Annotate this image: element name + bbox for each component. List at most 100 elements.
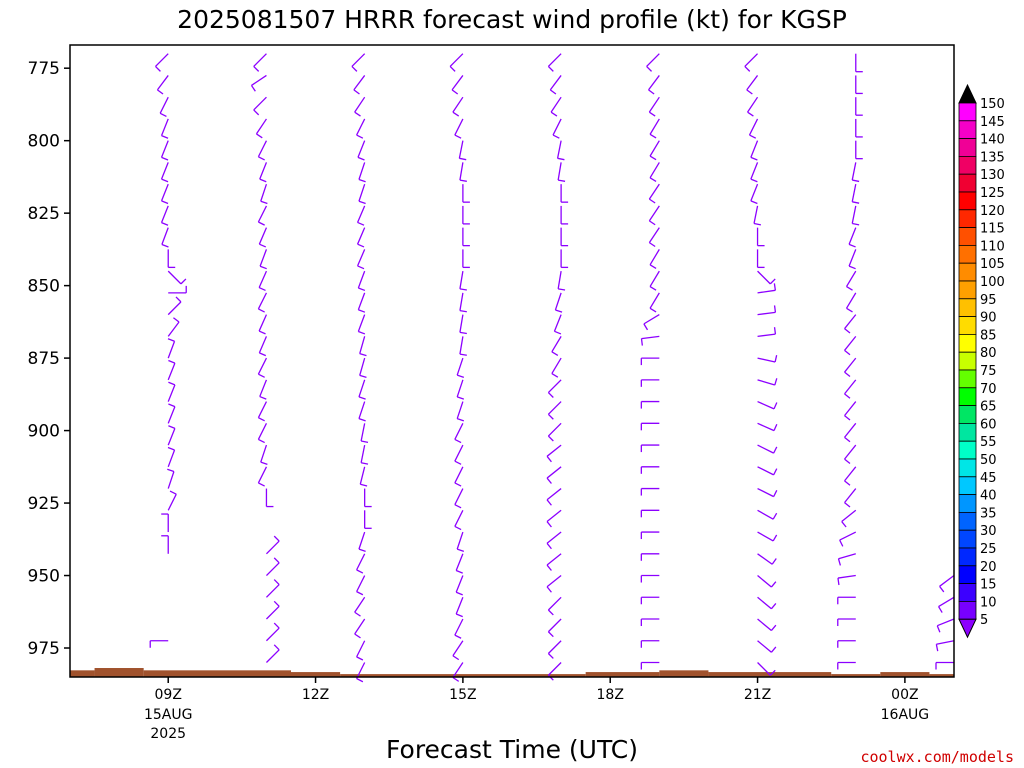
wind-barb-flag	[161, 135, 169, 139]
wind-barb-flag	[455, 591, 463, 596]
wind-barb-shaft	[757, 487, 774, 498]
wind-barb-shaft	[546, 466, 562, 479]
colorbar-swatch	[958, 262, 977, 282]
wind-barb-flag	[452, 111, 460, 117]
wind-barb-flag	[649, 155, 657, 161]
wind-barb-shaft	[356, 640, 366, 658]
wind-barb-flag	[546, 477, 552, 484]
wind-barb-flag	[260, 200, 268, 205]
wind-barb-flag	[167, 468, 175, 473]
colorbar-label: 140	[980, 133, 1005, 148]
wind-barb-flag	[454, 482, 462, 487]
wind-barb-flag	[167, 446, 175, 451]
wind-barb-flag	[357, 221, 365, 226]
wind-barb-flag	[455, 613, 463, 618]
wind-barb-shaft	[167, 321, 180, 337]
colorbar-swatch	[958, 422, 977, 442]
wind-barb-flag	[354, 111, 361, 117]
wind-barb-flag	[844, 393, 851, 399]
wind-barb-flag	[253, 65, 260, 72]
wind-barb-flag	[360, 483, 368, 487]
wind-barb-flag	[770, 603, 777, 610]
wind-barb-shaft	[547, 53, 562, 67]
wind-barb-shaft	[167, 471, 175, 489]
wind-barb-flag	[256, 133, 263, 139]
wind-barb-shaft	[757, 618, 772, 632]
colorbar-label: 75	[980, 364, 997, 379]
wind-barb-flag	[456, 374, 465, 379]
x-tick-sublabel: 2025	[150, 726, 186, 742]
wind-barb-shaft	[265, 605, 280, 620]
wind-barb-flag	[552, 134, 560, 139]
wind-barb-flag	[546, 499, 552, 506]
wind-barb-shaft	[750, 140, 759, 158]
wind-barb-flag	[452, 655, 460, 661]
wind-barb-shaft	[648, 75, 660, 91]
wind-barb-shaft	[251, 74, 267, 86]
wind-barb-shaft	[747, 96, 759, 113]
wind-barb-flag	[558, 288, 566, 291]
wind-barb-flag	[459, 179, 467, 182]
wind-barb-shaft	[357, 314, 366, 332]
wind-barb-flag	[844, 480, 851, 486]
wind-barb-flag	[848, 243, 856, 248]
colorbar-swatch	[958, 191, 977, 211]
wind-barb-shaft	[649, 292, 660, 309]
colorbar-swatch	[958, 155, 977, 175]
wind-barb-flag	[449, 65, 456, 72]
wind-barbs	[149, 53, 955, 683]
wind-barb-flag	[459, 309, 467, 313]
wind-barb-shaft	[757, 379, 775, 386]
wind-barb-flag	[180, 278, 187, 285]
wind-barb-shaft	[167, 406, 176, 424]
wind-barb-flag	[550, 111, 558, 117]
wind-barb-flag	[258, 286, 266, 292]
wind-barb-shaft	[757, 662, 771, 676]
wind-barb-shaft	[257, 401, 268, 418]
wind-barb-shaft	[257, 140, 268, 158]
wind-barb-shaft	[546, 444, 562, 457]
wind-barb-flag	[852, 201, 860, 204]
terrain-block	[94, 668, 144, 677]
wind-barb-shaft	[356, 227, 366, 245]
wind-barb-shaft	[265, 584, 280, 598]
wind-barb-shaft	[547, 401, 562, 415]
wind-barb-flag	[844, 436, 851, 443]
wind-barb-flag	[273, 579, 280, 586]
wind-barb-flag	[260, 461, 268, 465]
wind-barb-flag	[454, 504, 462, 509]
wind-barb-flag	[773, 423, 778, 431]
wind-barb-flag	[770, 624, 777, 631]
wind-barb-flag	[643, 323, 649, 331]
wind-barb-shaft	[456, 531, 464, 550]
wind-barb-shaft	[357, 292, 366, 310]
wind-barb-flag	[273, 644, 280, 651]
wind-barb-flag	[839, 539, 844, 547]
wind-barb-flag	[459, 288, 467, 291]
wind-barb-shaft	[844, 335, 857, 351]
colorbar-swatch	[958, 405, 977, 424]
wind-barb-shaft	[549, 75, 562, 91]
colorbar-swatch	[958, 458, 977, 478]
wind-barb-flag	[846, 307, 853, 313]
wind-barb-flag	[547, 653, 554, 659]
wind-barb-shaft	[258, 314, 268, 332]
x-tick-sublabel: 16AUG	[881, 707, 930, 723]
wind-barb-flag	[173, 317, 180, 323]
wind-barb-shaft	[253, 53, 267, 67]
wind-barb-flag	[648, 220, 656, 226]
wind-barb-shaft	[458, 140, 464, 159]
terrain-block	[70, 670, 95, 677]
wind-barb-flag	[161, 156, 169, 161]
wind-barb-flag	[649, 133, 657, 139]
wind-barb-flag	[546, 521, 552, 528]
wind-barb-shaft	[260, 444, 268, 463]
wind-barb-shaft	[546, 531, 562, 544]
colorbar-label: 105	[980, 257, 1005, 272]
colorbar-swatch	[958, 440, 977, 460]
wind-barb-shaft	[259, 379, 268, 397]
colorbar-swatch	[958, 601, 977, 620]
wind-barb-flag	[837, 558, 842, 566]
wind-barb-flag	[454, 525, 462, 531]
wind-barb-shaft	[360, 423, 366, 442]
